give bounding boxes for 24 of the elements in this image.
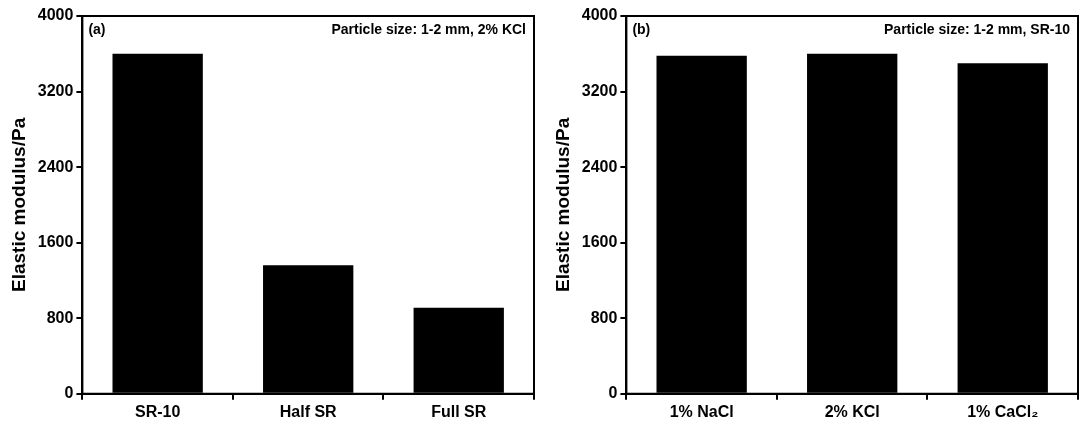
- y-tick-label: 0: [64, 384, 74, 402]
- y-tick-label: 3200: [581, 81, 618, 99]
- y-tick-label: 1600: [37, 233, 74, 251]
- x-tick-label: 1% NaCl: [669, 402, 734, 420]
- y-tick-label: 1600: [581, 233, 618, 251]
- x-tick-label: 1% CaCl₂: [967, 402, 1039, 420]
- x-tick-label: Full SR: [431, 402, 487, 420]
- y-tick-label: 2400: [581, 157, 618, 175]
- y-tick-label: 800: [46, 308, 74, 326]
- y-tick-label: 2400: [37, 157, 74, 175]
- y-tick-label: 3200: [37, 81, 74, 99]
- x-tick-label: 2% KCl: [824, 402, 880, 420]
- x-tick-label: Half SR: [279, 402, 338, 420]
- y-tick-label: 4000: [581, 6, 618, 24]
- y-axis-title: Elastic modulus/Pa: [7, 117, 29, 293]
- annotation: Particle size: 1-2 mm, SR-10: [884, 20, 1071, 37]
- annotation: Particle size: 1-2 mm, 2% KCl: [331, 20, 526, 37]
- y-tick-label: 4000: [37, 6, 74, 24]
- y-tick-label: 0: [608, 384, 618, 402]
- annotation: (b): [632, 20, 651, 37]
- y-tick-label: 800: [590, 308, 618, 326]
- y-axis-title: Elastic modulus/Pa: [551, 117, 573, 293]
- x-tick-label: SR-10: [134, 402, 181, 420]
- annotation: (a): [88, 20, 106, 37]
